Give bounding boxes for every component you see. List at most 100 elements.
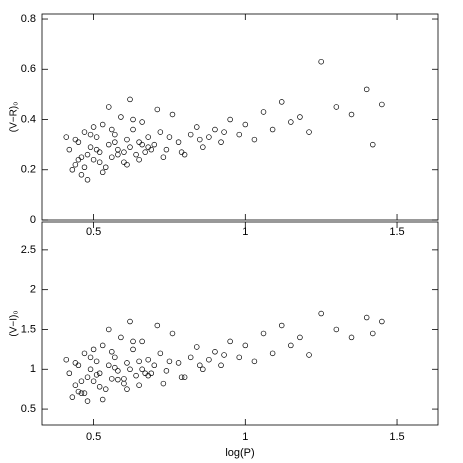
data-point: [333, 104, 340, 110]
data-point: [63, 356, 70, 363]
data-point: [90, 378, 97, 384]
x-tick-label: 1.5: [389, 226, 404, 238]
data-point: [187, 354, 194, 361]
y-tick-label: 0.5: [21, 403, 36, 415]
data-point: [175, 139, 182, 145]
data-point: [90, 346, 97, 353]
data-point: [115, 368, 121, 374]
data-point: [181, 374, 188, 380]
data-point: [87, 131, 94, 138]
data-point: [142, 149, 148, 155]
data-point: [84, 374, 91, 380]
data-point: [127, 96, 133, 103]
data-point: [200, 144, 206, 150]
data-point: [90, 124, 97, 130]
data-point: [84, 151, 91, 158]
data-point: [251, 136, 258, 143]
data-point: [115, 376, 121, 383]
data-point: [75, 139, 82, 145]
data-point: [81, 164, 88, 170]
data-point: [136, 139, 142, 145]
data-point: [63, 134, 70, 140]
data-point: [106, 326, 112, 333]
data-point: [379, 101, 385, 108]
x-tick-label: 1: [242, 431, 248, 443]
data-point: [278, 99, 285, 105]
data-point: [157, 129, 164, 135]
plot-frame: [41, 221, 439, 426]
data-point: [197, 136, 203, 143]
data-point: [139, 338, 145, 345]
data-point: [121, 380, 127, 387]
data-point: [187, 131, 194, 138]
data-point: [72, 360, 79, 366]
plot-frame: [41, 13, 439, 221]
data-point: [306, 352, 312, 358]
data-point: [106, 104, 112, 110]
data-point: [236, 131, 242, 138]
data-point: [269, 126, 276, 133]
data-point: [136, 156, 142, 163]
data-point: [127, 144, 133, 150]
data-point: [151, 141, 158, 148]
data-point: [260, 330, 267, 337]
data-point: [139, 119, 145, 125]
data-point: [130, 338, 136, 345]
x-axis-label: log(P): [225, 447, 254, 459]
data-point: [124, 161, 130, 168]
data-point: [96, 370, 103, 377]
data-point: [333, 326, 340, 333]
data-point: [81, 390, 88, 396]
data-point: [194, 344, 200, 350]
data-point: [288, 342, 294, 349]
data-point: [206, 134, 212, 140]
data-point: [106, 141, 112, 148]
data-point: [363, 314, 370, 321]
data-point: [236, 354, 242, 361]
data-point: [227, 116, 233, 123]
data-point: [145, 144, 151, 150]
y-tick-label: 1: [30, 363, 36, 375]
data-point: [154, 106, 161, 113]
data-point: [109, 126, 115, 133]
x-tick-label: 1.5: [389, 431, 404, 443]
data-point: [66, 370, 73, 377]
data-point: [139, 141, 145, 148]
data-point: [160, 154, 167, 160]
data-point: [197, 362, 203, 369]
data-point: [206, 356, 212, 363]
data-point: [218, 362, 224, 369]
data-point: [318, 310, 324, 317]
x-tick-label: 0.5: [86, 226, 101, 238]
data-point: [78, 172, 85, 178]
data-point: [81, 129, 88, 135]
data-point: [212, 126, 218, 133]
data-point: [169, 330, 176, 337]
data-point: [78, 390, 85, 396]
data-point: [221, 352, 227, 358]
data-point: [130, 126, 136, 133]
data-point: [112, 364, 118, 371]
data-point: [145, 356, 151, 363]
data-point: [124, 136, 130, 143]
data-point: [124, 386, 130, 392]
data-point: [102, 164, 109, 170]
data-point: [163, 146, 170, 153]
data-point: [99, 396, 106, 403]
data-point: [112, 139, 118, 145]
data-point: [99, 342, 106, 349]
data-point: [278, 322, 285, 329]
data-point: [75, 156, 82, 163]
data-point: [81, 350, 88, 357]
data-point: [227, 338, 233, 345]
data-point: [121, 149, 127, 155]
data-point: [130, 116, 136, 123]
data-point: [348, 111, 355, 118]
y-tick-label: 0.8: [21, 13, 36, 25]
data-point: [93, 146, 100, 153]
y-tick-label: 0.4: [21, 113, 36, 125]
data-point: [269, 350, 276, 357]
data-point: [72, 136, 79, 143]
y-tick-label: 2: [30, 284, 36, 296]
